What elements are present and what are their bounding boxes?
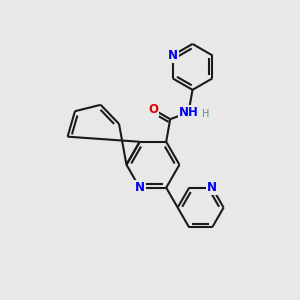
Text: N: N — [168, 49, 178, 62]
Text: H: H — [202, 109, 209, 119]
Text: N: N — [207, 181, 217, 194]
Text: NH: NH — [178, 106, 199, 119]
Text: O: O — [148, 103, 158, 116]
Text: N: N — [135, 181, 145, 194]
